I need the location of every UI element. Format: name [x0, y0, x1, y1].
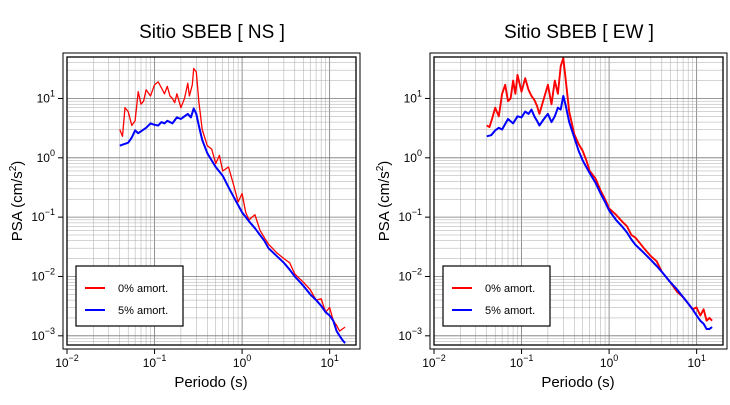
- x-tick-label: 100: [600, 353, 618, 370]
- legend: 0% amort. 5% amort.: [442, 265, 551, 327]
- legend: 0% amort. 5% amort.: [75, 265, 184, 327]
- series-line-1: [486, 95, 713, 330]
- chart-title: Sitio SBEB [ EW ]: [504, 22, 654, 43]
- x-tick-label: 101: [687, 353, 705, 370]
- y-tick-label: 101: [37, 88, 55, 105]
- x-tick-label: 10−1: [510, 353, 534, 370]
- y-tick-label: 10−2: [398, 266, 422, 283]
- plot-frame-outer: [429, 52, 728, 350]
- legend-label-0: 0% amort.: [118, 283, 168, 295]
- y-tick-label: 100: [404, 148, 422, 165]
- y-tick-label: 10−3: [31, 326, 55, 343]
- series-line-0: [119, 67, 346, 332]
- chart-panel-ns: Sitio SBEB [ NS ] PSA (cm/s2) Periodo (s…: [8, 22, 361, 391]
- x-tick-label: 100: [233, 353, 251, 370]
- x-tick-label: 10−1: [143, 353, 167, 370]
- x-tick-label: 10−2: [422, 353, 446, 370]
- y-tick-label: 10−1: [31, 207, 55, 224]
- legend-box: [75, 265, 184, 327]
- x-axis-label: Periodo (s): [541, 374, 614, 391]
- chart-title: Sitio SBEB [ NS ]: [139, 22, 285, 43]
- series-line-1: [119, 107, 346, 344]
- legend-label-1: 5% amort.: [118, 305, 168, 317]
- x-axis-label: Periodo (s): [174, 374, 247, 391]
- chart-panel-ew: Sitio SBEB [ EW ] PSA (cm/s2) Periodo (s…: [375, 22, 728, 391]
- series-line-0: [486, 57, 713, 322]
- x-tick-label: 10−2: [55, 353, 79, 370]
- x-tick-label: 101: [320, 353, 338, 370]
- plot-frame: [66, 56, 357, 346]
- y-tick-label: 10−1: [398, 207, 422, 224]
- plot-frame-outer: [62, 52, 361, 350]
- y-tick-label: 10−3: [398, 326, 422, 343]
- legend-label-1: 5% amort.: [485, 305, 535, 317]
- legend-label-0: 0% amort.: [485, 283, 535, 295]
- y-tick-label: 101: [404, 88, 422, 105]
- legend-box: [442, 265, 551, 327]
- y-tick-label: 100: [37, 148, 55, 165]
- y-tick-label: 10−2: [31, 266, 55, 283]
- plot-frame: [433, 56, 724, 346]
- y-axis-label: PSA (cm/s2): [375, 161, 393, 242]
- y-axis-label: PSA (cm/s2): [8, 161, 26, 242]
